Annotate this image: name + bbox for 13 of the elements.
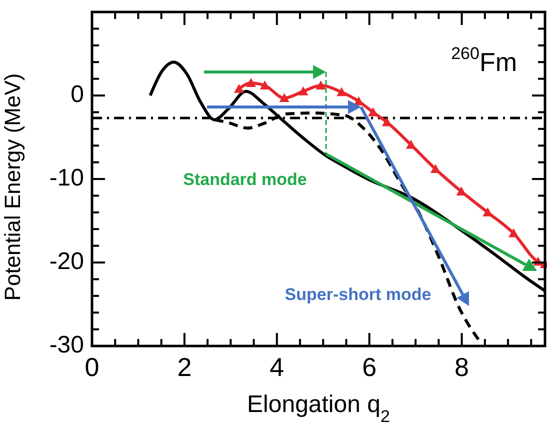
y-tick-label: -20 <box>49 248 84 275</box>
x-tick-label: 2 <box>177 352 192 382</box>
x-tick-label: 8 <box>454 352 470 382</box>
x-axis-title: Elongation q$_{2}$ <box>247 391 390 426</box>
annotation: $^{260}$Fm <box>451 44 517 77</box>
annotation: Standard mode <box>183 170 307 190</box>
x-tick-label: 6 <box>362 352 377 382</box>
x-tick-label: 4 <box>270 352 284 382</box>
y-tick-label: 0 <box>70 80 84 108</box>
y-tick-label: -10 <box>49 164 84 192</box>
y-axis-title: Potential Energy (MeV) <box>0 73 25 301</box>
annotation: Super-short mode <box>284 285 432 304</box>
y-tick-label: -30 <box>49 331 84 358</box>
